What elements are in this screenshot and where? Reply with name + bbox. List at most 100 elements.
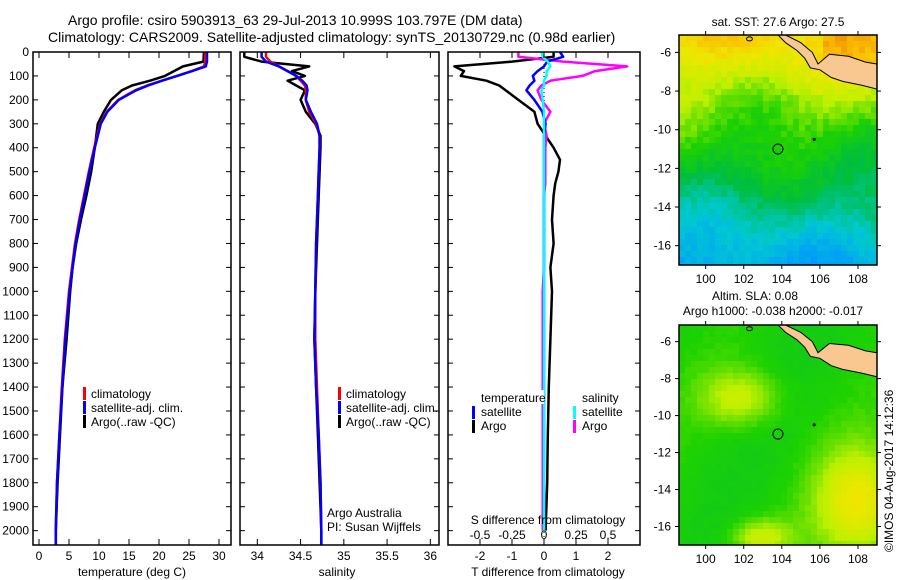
map-cell bbox=[715, 505, 722, 512]
map-cell bbox=[763, 517, 770, 524]
series-line-climatology bbox=[264, 52, 323, 545]
map-cell bbox=[799, 373, 806, 380]
s-difference-label: S difference from climatology bbox=[471, 513, 626, 527]
map-cell bbox=[829, 149, 836, 156]
map-cell bbox=[787, 221, 794, 228]
map-cell bbox=[727, 493, 734, 500]
map-cell bbox=[841, 331, 848, 338]
map-cell bbox=[709, 227, 716, 234]
map-cell bbox=[745, 185, 752, 192]
map-cell bbox=[739, 361, 746, 368]
map-cell bbox=[793, 59, 800, 66]
temperature-frame bbox=[32, 51, 232, 546]
map-cell bbox=[799, 367, 806, 374]
map-cell bbox=[847, 379, 854, 386]
map-cell bbox=[787, 245, 794, 252]
map-cell bbox=[817, 239, 824, 246]
map-cell bbox=[709, 349, 716, 356]
map-cell bbox=[697, 451, 704, 458]
map-cell bbox=[793, 173, 800, 180]
map-cell bbox=[751, 35, 758, 42]
map-cell bbox=[703, 185, 710, 192]
map-cell bbox=[739, 203, 746, 210]
map-cell bbox=[703, 535, 710, 542]
map-cell bbox=[817, 173, 824, 180]
map-cell bbox=[733, 409, 740, 416]
map-cell bbox=[685, 41, 692, 48]
map-cell bbox=[835, 535, 842, 542]
map-cell bbox=[745, 203, 752, 210]
map-cell bbox=[739, 53, 746, 60]
map-cell bbox=[769, 349, 776, 356]
map-cell bbox=[733, 529, 740, 536]
map-cell bbox=[685, 95, 692, 102]
map-cell bbox=[793, 439, 800, 446]
map-cell bbox=[775, 409, 782, 416]
map-cell bbox=[691, 433, 698, 440]
map-cell bbox=[871, 89, 877, 96]
map-cell bbox=[817, 185, 824, 192]
map-cell bbox=[715, 541, 722, 545]
map-cell bbox=[739, 161, 746, 168]
map-cell bbox=[835, 427, 842, 434]
map-cell bbox=[781, 337, 788, 344]
map-cell bbox=[799, 107, 806, 114]
map-cell bbox=[853, 107, 860, 114]
map-cell bbox=[685, 505, 692, 512]
map-cell bbox=[787, 355, 794, 362]
map-cell bbox=[847, 535, 854, 542]
map-cell bbox=[709, 113, 716, 120]
map-cell bbox=[769, 59, 776, 66]
map-cell bbox=[739, 337, 746, 344]
map-cell bbox=[871, 161, 877, 168]
map-cell bbox=[871, 47, 877, 54]
map-cell bbox=[787, 499, 794, 506]
map-cell bbox=[865, 209, 872, 216]
map-cell bbox=[841, 257, 848, 264]
map-cell bbox=[709, 463, 716, 470]
map-cell bbox=[811, 167, 818, 174]
map-cell bbox=[847, 385, 854, 392]
salinity-xlabel: salinity bbox=[319, 565, 356, 579]
map-cell bbox=[871, 331, 877, 338]
map-cell bbox=[757, 535, 764, 542]
map-cell bbox=[715, 529, 722, 536]
map-cell bbox=[763, 439, 770, 446]
map-cell bbox=[757, 451, 764, 458]
map-cell bbox=[733, 427, 740, 434]
map-cell bbox=[727, 185, 734, 192]
map-cell bbox=[697, 191, 704, 198]
map-cell bbox=[715, 197, 722, 204]
map-cell bbox=[715, 215, 722, 222]
map-cell bbox=[775, 65, 782, 72]
map-cell bbox=[811, 391, 818, 398]
map-cell bbox=[841, 505, 848, 512]
map-cell bbox=[703, 203, 710, 210]
map-cell bbox=[805, 197, 812, 204]
map-cell bbox=[703, 113, 710, 120]
map-cell bbox=[871, 385, 877, 392]
map-cell bbox=[721, 379, 728, 386]
map-cell bbox=[697, 95, 704, 102]
map-cell bbox=[847, 397, 854, 404]
map-cell bbox=[721, 113, 728, 120]
map-cell bbox=[775, 239, 782, 246]
map-cell bbox=[871, 421, 877, 428]
map-cell bbox=[823, 367, 830, 374]
map-cell bbox=[817, 493, 824, 500]
map-cell bbox=[727, 233, 734, 240]
map-cell bbox=[817, 257, 824, 264]
map-cell bbox=[763, 107, 770, 114]
map-cell bbox=[859, 445, 866, 452]
map-cell bbox=[859, 203, 866, 210]
map-cell bbox=[727, 83, 734, 90]
map-cell bbox=[685, 167, 692, 174]
map-cell bbox=[679, 391, 686, 398]
map-cell bbox=[685, 463, 692, 470]
map-cell bbox=[751, 119, 758, 126]
map-cell bbox=[721, 439, 728, 446]
map-cell bbox=[703, 59, 710, 66]
map-cell bbox=[871, 337, 877, 344]
map-cell bbox=[751, 215, 758, 222]
map-cell bbox=[691, 113, 698, 120]
